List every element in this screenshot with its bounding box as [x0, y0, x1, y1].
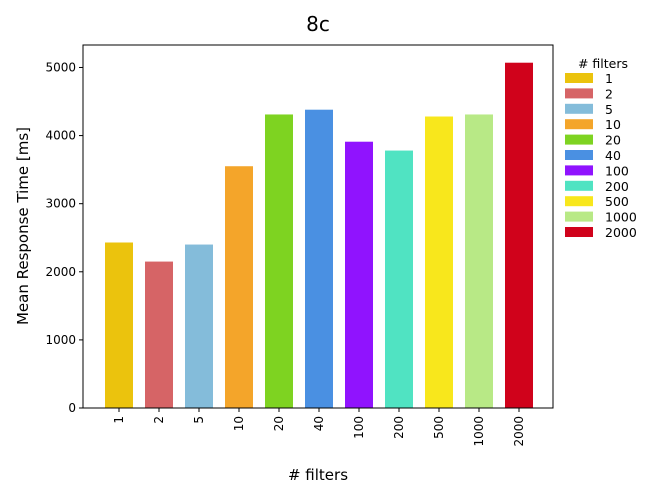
- legend-entry-1000: 1000: [605, 210, 637, 225]
- x-tick-label: 5: [192, 416, 206, 424]
- legend-entry-1: 1: [605, 71, 613, 86]
- legend-swatch-1: [565, 73, 593, 83]
- chart-title: 8c: [306, 12, 330, 36]
- legend-swatch-2000: [565, 227, 593, 237]
- bar-40: [305, 109, 333, 408]
- y-tick-label: 2000: [45, 265, 76, 279]
- plot-frame: [82, 44, 554, 409]
- x-tick-label: 100: [352, 416, 366, 439]
- bar-5: [185, 244, 213, 408]
- legend-swatch-1000: [565, 211, 593, 222]
- x-tick-label: 200: [392, 416, 406, 439]
- legend-swatch-10: [565, 119, 593, 130]
- legend-entry-40: 40: [605, 148, 621, 163]
- bar-100: [345, 141, 373, 408]
- bar-10: [225, 166, 253, 408]
- bar-2: [145, 261, 173, 408]
- legend-swatch-100: [565, 165, 593, 176]
- legend-entry-200: 200: [605, 179, 629, 194]
- y-tick-label: 4000: [45, 129, 76, 143]
- legend-swatch-40: [565, 150, 593, 160]
- legend-entry-2000: 2000: [605, 225, 637, 240]
- legend-swatch-5: [565, 103, 593, 114]
- x-tick-label: 2000: [512, 416, 526, 447]
- legend-entry-500: 500: [605, 194, 629, 209]
- legend-entry-5: 5: [605, 102, 613, 117]
- y-tick-label: 3000: [45, 197, 76, 211]
- legend-entry-20: 20: [605, 133, 621, 148]
- x-axis-title: # filters: [288, 466, 348, 484]
- bar-200: [385, 150, 413, 408]
- legend-title: # filters: [578, 56, 628, 71]
- x-tick-label: 10: [232, 416, 246, 431]
- x-tick-label: 1000: [472, 416, 486, 447]
- x-tick-label: 2: [152, 416, 166, 424]
- bar-2000: [505, 62, 533, 409]
- y-axis-title: Mean Response Time [ms]: [14, 127, 32, 325]
- bar-1: [105, 242, 133, 408]
- legend-swatch-20: [565, 134, 593, 145]
- legend-swatch-500: [565, 196, 593, 207]
- x-tick-label: 500: [432, 416, 446, 439]
- legend-entry-100: 100: [605, 163, 629, 178]
- x-tick-label: 40: [312, 416, 326, 431]
- legend-swatch-2: [565, 88, 593, 99]
- x-tick-label: 1: [112, 416, 126, 424]
- legend-entry-2: 2: [605, 86, 613, 101]
- bar-1000: [465, 114, 493, 408]
- y-tick-label: 5000: [45, 60, 76, 74]
- y-tick-label: 1000: [45, 333, 76, 347]
- y-tick-label: 0: [68, 401, 76, 415]
- bar-500: [425, 116, 453, 409]
- legend-entry-10: 10: [605, 117, 621, 132]
- legend-swatch-200: [565, 180, 593, 191]
- x-tick-label: 20: [272, 416, 286, 431]
- plot-area: 0 1000 2000 3000 4000 5000 1 2 5 10 20 40 100 200 500 1…: [45, 44, 554, 447]
- bar-20: [265, 114, 293, 408]
